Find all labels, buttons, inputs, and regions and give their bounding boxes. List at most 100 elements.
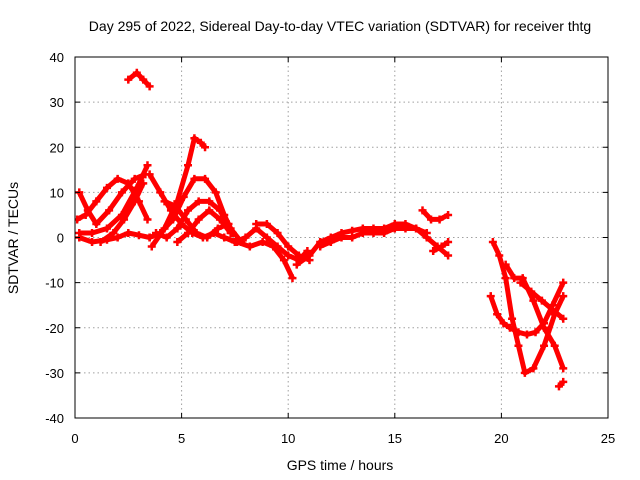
series-line-arc-18 xyxy=(420,208,450,222)
y-tick-label: 30 xyxy=(50,95,64,110)
data-point xyxy=(226,228,235,237)
x-tick-label: 0 xyxy=(71,431,78,446)
series-line-arc-6 xyxy=(126,70,152,89)
y-tick-label: -40 xyxy=(45,411,64,426)
data-point xyxy=(113,233,122,242)
data-point xyxy=(183,161,192,170)
x-tick-label: 5 xyxy=(178,431,185,446)
data-point xyxy=(527,287,536,296)
data-point xyxy=(198,233,207,242)
y-axis-label: SDTVAR / TECUs xyxy=(5,182,21,294)
data-point xyxy=(559,377,568,386)
data-point xyxy=(516,278,525,287)
data-point xyxy=(262,219,271,228)
data-point xyxy=(429,247,438,256)
data-point xyxy=(173,224,182,233)
data-point xyxy=(262,233,271,242)
data-point xyxy=(559,314,568,323)
data-point xyxy=(120,215,129,224)
data-point xyxy=(147,242,156,251)
data-point xyxy=(288,274,297,283)
data-point xyxy=(230,238,239,247)
data-point xyxy=(130,174,139,183)
data-point xyxy=(152,228,161,237)
data-point xyxy=(499,319,508,328)
data-point xyxy=(75,215,82,224)
data-point xyxy=(213,224,222,233)
data-point xyxy=(117,188,126,197)
data-point xyxy=(113,174,122,183)
data-point xyxy=(96,238,105,247)
data-point xyxy=(143,215,152,224)
data-point xyxy=(559,278,568,287)
data-point xyxy=(444,251,453,260)
data-point xyxy=(540,323,549,332)
data-point xyxy=(194,215,203,224)
data-point xyxy=(177,219,186,228)
data-point xyxy=(183,228,192,237)
data-point xyxy=(181,215,190,224)
y-tick-label: 20 xyxy=(50,140,64,155)
data-point xyxy=(88,238,97,247)
data-point xyxy=(124,228,133,237)
data-point xyxy=(92,219,101,228)
x-tick-label: 10 xyxy=(281,431,295,446)
data-point xyxy=(510,274,519,283)
data-point xyxy=(435,215,444,224)
data-point xyxy=(92,197,101,206)
data-point xyxy=(522,330,531,339)
x-tick-label: 15 xyxy=(388,431,402,446)
data-point xyxy=(493,310,502,319)
data-point xyxy=(166,206,175,215)
data-point xyxy=(145,82,154,91)
data-point xyxy=(401,224,410,233)
data-point xyxy=(337,233,346,242)
data-point xyxy=(390,224,399,233)
data-point xyxy=(422,228,431,237)
data-point xyxy=(258,238,267,247)
data-point xyxy=(444,238,453,247)
data-point xyxy=(156,188,165,197)
data-point xyxy=(201,143,210,152)
data-point xyxy=(109,228,118,237)
data-point xyxy=(427,215,436,224)
data-point xyxy=(412,224,421,233)
data-point xyxy=(444,210,453,219)
data-point xyxy=(83,206,92,215)
data-point xyxy=(171,201,180,210)
data-point xyxy=(520,368,529,377)
data-point xyxy=(279,256,288,265)
data-point xyxy=(508,314,517,323)
data-point xyxy=(316,242,325,251)
data-point xyxy=(326,238,335,247)
data-point xyxy=(531,328,540,337)
data-point xyxy=(105,206,114,215)
data-point xyxy=(139,75,148,84)
data-point xyxy=(173,238,182,247)
data-point xyxy=(518,274,527,283)
data-point xyxy=(559,364,568,373)
data-point xyxy=(241,233,250,242)
y-tick-label: 10 xyxy=(50,185,64,200)
data-point xyxy=(132,68,141,77)
series-group xyxy=(75,68,568,391)
data-point xyxy=(215,206,224,215)
data-point xyxy=(554,382,563,391)
data-point xyxy=(190,174,199,183)
data-point xyxy=(486,292,495,301)
data-point xyxy=(245,242,254,251)
data-point xyxy=(501,274,510,283)
data-point xyxy=(548,305,557,314)
data-point xyxy=(205,206,214,215)
series-line-arc-20 xyxy=(488,281,566,337)
data-point xyxy=(102,183,111,192)
data-point xyxy=(139,179,148,188)
data-point xyxy=(380,228,389,237)
data-point xyxy=(162,233,171,242)
x-axis-label: GPS time / hours xyxy=(287,457,394,473)
series-line-arc-12 xyxy=(175,207,233,244)
data-point xyxy=(550,341,559,350)
chart-title: Day 295 of 2022, Sidereal Day-to-day VTE… xyxy=(89,18,591,34)
y-tick-label: -20 xyxy=(45,321,64,336)
